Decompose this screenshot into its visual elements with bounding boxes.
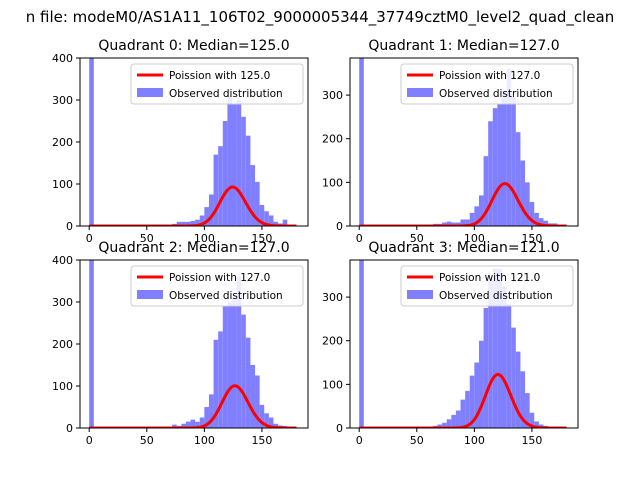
legend-hist-swatch bbox=[137, 88, 163, 97]
y-tick-label: 100 bbox=[322, 378, 343, 391]
hist-bar bbox=[359, 58, 364, 226]
hist-bar bbox=[451, 415, 456, 428]
y-tick-label: 300 bbox=[322, 89, 343, 102]
y-tick-label: 400 bbox=[52, 52, 73, 65]
hist-bar bbox=[520, 161, 525, 226]
legend-hist-swatch bbox=[407, 290, 433, 299]
y-tick-label: 100 bbox=[52, 178, 73, 191]
y-tick-label: 200 bbox=[52, 338, 73, 351]
legend-label: Observed distribution bbox=[169, 290, 283, 302]
hist-bar bbox=[241, 315, 246, 428]
hist-bar bbox=[511, 328, 516, 428]
x-tick-label: 50 bbox=[410, 434, 424, 447]
y-tick-label: 0 bbox=[336, 220, 343, 233]
legend-hist-swatch bbox=[137, 290, 163, 299]
hist-bar bbox=[502, 91, 507, 226]
hist-bar bbox=[227, 302, 232, 428]
figure-suptitle: n file: modeM0/AS1A11_106T02_9000005344_… bbox=[26, 8, 615, 27]
legend-label: Poission with 121.0 bbox=[439, 272, 540, 284]
y-tick-label: 100 bbox=[322, 176, 343, 189]
x-tick-label: 0 bbox=[86, 434, 93, 447]
hist-bar bbox=[516, 132, 521, 226]
x-tick-label: 150 bbox=[251, 434, 272, 447]
hist-bar bbox=[484, 308, 489, 428]
x-tick-label: 0 bbox=[86, 232, 93, 245]
y-tick-label: 200 bbox=[322, 133, 343, 146]
panel-3: Quadrant 3: Median=121.0 0 50 100 150 0 100 200… bbox=[322, 240, 578, 447]
hist-bar bbox=[511, 97, 516, 226]
y-tick-label: 100 bbox=[52, 380, 73, 393]
hist-bar bbox=[461, 400, 466, 428]
panel-title: Quadrant 0: Median=125.0 bbox=[98, 38, 289, 54]
y-tick-label: 0 bbox=[336, 422, 343, 435]
panel-title: Quadrant 3: Median=121.0 bbox=[368, 240, 559, 256]
hist-bar bbox=[507, 304, 512, 428]
legend-hist-swatch bbox=[407, 88, 433, 97]
hist-bar bbox=[456, 411, 461, 428]
hist-bar bbox=[218, 331, 223, 428]
hist-bar bbox=[214, 155, 219, 226]
hist-bar bbox=[232, 104, 237, 226]
hist-bar bbox=[246, 136, 251, 226]
x-tick-label: 0 bbox=[356, 232, 363, 245]
panel-title: Quadrant 2: Median=127.0 bbox=[98, 240, 289, 256]
hist-bar bbox=[465, 391, 470, 428]
hist-bar bbox=[232, 298, 237, 428]
x-tick-label: 100 bbox=[464, 434, 485, 447]
hist-bar bbox=[237, 100, 242, 226]
hist-bar bbox=[241, 117, 246, 226]
y-tick-label: 0 bbox=[66, 422, 73, 435]
hist-bar bbox=[223, 121, 228, 226]
y-tick-label: 300 bbox=[322, 291, 343, 304]
hist-bar bbox=[493, 108, 498, 226]
x-tick-label: 100 bbox=[194, 434, 215, 447]
legend-label: Poission with 127.0 bbox=[439, 70, 540, 82]
hist-bar bbox=[250, 365, 255, 428]
panel-title: Quadrant 1: Median=127.0 bbox=[368, 38, 559, 54]
hist-bar bbox=[488, 121, 493, 226]
legend-label: Poission with 127.0 bbox=[169, 272, 270, 284]
hist-bar bbox=[209, 195, 214, 227]
hist-bar bbox=[89, 58, 94, 226]
y-tick-label: 200 bbox=[52, 136, 73, 149]
y-tick-label: 0 bbox=[66, 220, 73, 233]
y-tick-label: 200 bbox=[322, 335, 343, 348]
y-tick-label: 300 bbox=[52, 94, 73, 107]
x-tick-label: 50 bbox=[140, 434, 154, 447]
y-tick-label: 300 bbox=[52, 296, 73, 309]
hist-bar bbox=[359, 260, 364, 428]
panel-2: Quadrant 2: Median=127.0 0 50 100 150 0 100 200… bbox=[52, 240, 308, 447]
hist-bar bbox=[227, 96, 232, 226]
hist-bar bbox=[246, 338, 251, 428]
y-tick-label: 400 bbox=[52, 254, 73, 267]
x-tick-label: 150 bbox=[521, 434, 542, 447]
hist-bar bbox=[218, 146, 223, 226]
legend-label: Observed distribution bbox=[439, 88, 553, 100]
legend-label: Observed distribution bbox=[169, 88, 283, 100]
x-tick-label: 0 bbox=[356, 434, 363, 447]
hist-bar bbox=[497, 104, 502, 226]
hist-bar bbox=[479, 341, 484, 428]
hist-bar bbox=[223, 306, 228, 428]
legend-label: Observed distribution bbox=[439, 290, 553, 302]
hist-bar bbox=[502, 286, 507, 428]
legend-label: Poission with 125.0 bbox=[169, 70, 270, 82]
hist-bar bbox=[89, 260, 94, 428]
